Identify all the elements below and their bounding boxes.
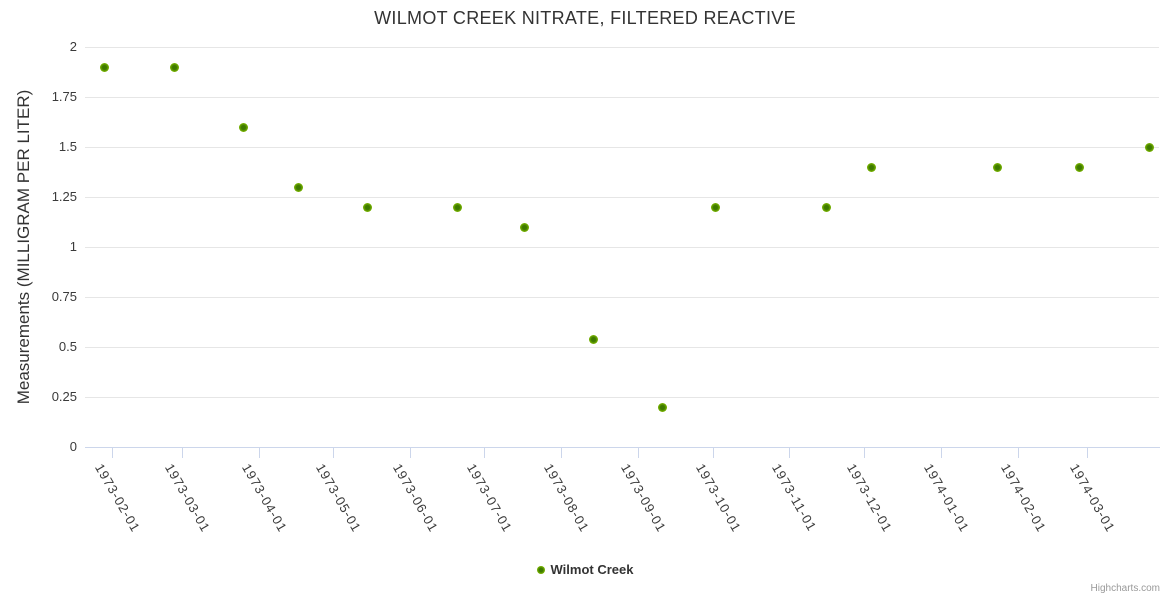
- x-axis-tick-label: 1973-08-01: [541, 461, 593, 535]
- x-axis-tick-mark: [181, 448, 183, 458]
- y-axis-tick-label: 0.25: [51, 389, 77, 404]
- x-axis-tick-label: 1973-04-01: [238, 461, 290, 535]
- y-gridline: [85, 47, 1159, 48]
- chart-title: WILMOT CREEK NITRATE, FILTERED REACTIVE: [374, 8, 796, 28]
- x-axis-tick-mark: [712, 448, 714, 458]
- x-axis-tick-label: 1973-11-01: [769, 461, 821, 534]
- x-axis-tick-mark: [258, 448, 260, 458]
- data-point[interactable]: [169, 62, 179, 72]
- x-axis-tick-mark: [638, 448, 640, 458]
- x-axis-tick-mark: [1017, 448, 1019, 458]
- y-gridline: [85, 397, 1159, 398]
- x-axis-tick-mark: [1087, 448, 1089, 458]
- x-axis-tick-label: 1973-03-01: [161, 461, 213, 535]
- legend-item-wilmot-creek[interactable]: Wilmot Creek: [536, 562, 634, 577]
- y-axis-tick-label: 1.5: [58, 139, 77, 154]
- y-axis-tick-label: 2: [69, 39, 77, 54]
- x-axis-tick-label: 1973-06-01: [389, 461, 442, 535]
- x-axis-tick-label: 1973-05-01: [313, 461, 365, 535]
- x-axis-tick-label: 1973-02-01: [92, 461, 144, 535]
- data-point[interactable]: [710, 202, 720, 212]
- y-axis-tick-label: 0.75: [51, 289, 77, 304]
- x-axis-tick-label: 1974-01-01: [920, 461, 972, 535]
- x-axis-tick-mark: [863, 448, 865, 458]
- x-axis-tick-mark: [333, 448, 335, 458]
- y-axis-tick-label: 0: [69, 439, 77, 454]
- data-point[interactable]: [993, 162, 1003, 172]
- x-axis-tick-label: 1974-03-01: [1067, 461, 1119, 535]
- x-axis-tick-mark: [112, 448, 114, 458]
- data-point[interactable]: [1075, 162, 1085, 172]
- data-point[interactable]: [100, 62, 110, 72]
- y-axis-tick-label: 1.75: [51, 89, 77, 104]
- legend-item-label: Wilmot Creek: [550, 562, 634, 577]
- x-axis-tick-mark: [789, 448, 791, 458]
- x-axis-tick-label: 1973-07-01: [464, 461, 516, 535]
- legend: Wilmot Creek: [0, 562, 1170, 577]
- x-axis-tick-label: 1973-10-01: [692, 461, 744, 535]
- x-axis-tick-mark: [561, 448, 563, 458]
- x-axis-line: [85, 447, 1160, 448]
- highcharts-credits-link[interactable]: Highcharts.com: [1090, 583, 1160, 594]
- y-axis-tick-label: 1.25: [51, 189, 77, 204]
- data-point[interactable]: [363, 202, 373, 212]
- y-gridline: [85, 97, 1159, 98]
- x-axis-tick-mark: [940, 448, 942, 458]
- y-gridline: [85, 347, 1159, 348]
- data-point[interactable]: [239, 122, 249, 132]
- legend-marker-icon: [536, 565, 545, 574]
- y-gridline: [85, 147, 1159, 148]
- data-point[interactable]: [293, 182, 303, 192]
- data-point[interactable]: [452, 202, 462, 212]
- y-gridline: [85, 247, 1159, 248]
- data-point[interactable]: [866, 162, 876, 172]
- x-axis-tick-label: 1973-09-01: [618, 461, 670, 535]
- y-gridline: [85, 197, 1159, 198]
- data-point[interactable]: [822, 202, 832, 212]
- y-gridline: [85, 297, 1159, 298]
- data-point[interactable]: [519, 222, 529, 232]
- y-axis-tick-label: 0.5: [58, 339, 77, 354]
- data-point[interactable]: [658, 402, 668, 412]
- x-axis-tick-label: 1973-12-01: [843, 461, 896, 535]
- x-axis-tick-mark: [484, 448, 486, 458]
- data-point[interactable]: [588, 334, 598, 344]
- data-point[interactable]: [1144, 142, 1154, 152]
- x-axis-tick-label: 1974-02-01: [997, 461, 1049, 535]
- x-axis-tick-mark: [409, 448, 411, 458]
- y-axis-tick-label: 1: [69, 239, 77, 254]
